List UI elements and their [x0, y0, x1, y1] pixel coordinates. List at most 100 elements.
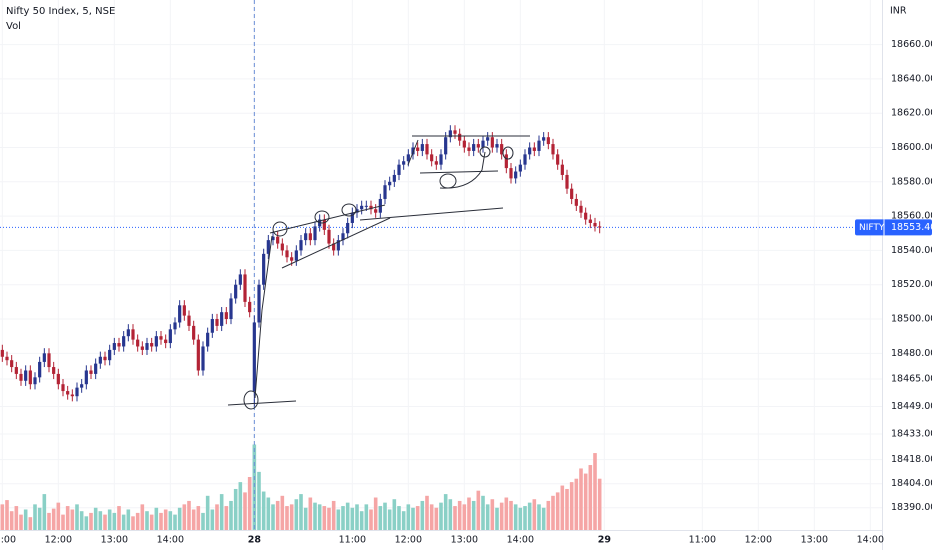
x-tick-label: 12:00	[45, 535, 72, 546]
volume-bar	[191, 509, 196, 530]
y-tick-label: 18465.00	[891, 374, 932, 385]
volume-bar	[266, 497, 271, 530]
x-tick-label: 11:00	[689, 535, 716, 546]
y-tick-label: 18449.00	[891, 401, 932, 412]
volume-bar	[317, 504, 322, 530]
volume-bar	[56, 502, 61, 530]
candle-body	[383, 185, 387, 199]
candle-body	[182, 305, 186, 316]
volume-bar	[121, 514, 126, 530]
candle-body	[38, 361, 42, 378]
volume-bar	[462, 504, 467, 530]
candle-body	[388, 181, 392, 186]
candle-body	[514, 171, 518, 179]
hand-drawings	[227, 135, 530, 410]
volume-bar	[336, 509, 341, 530]
volume-bar	[79, 511, 84, 530]
x-tick-label: 11:00	[0, 535, 16, 546]
candle-body	[243, 274, 247, 302]
candle-body	[532, 147, 536, 151]
candle-body	[248, 301, 252, 313]
volume-bar	[359, 511, 364, 530]
volume-bar	[504, 497, 509, 530]
x-tick-label: 11:00	[339, 535, 366, 546]
candle-body	[19, 373, 23, 381]
volume-bar	[495, 507, 499, 530]
candle-body	[271, 236, 275, 241]
y-tick-label: 18520.00	[891, 279, 932, 290]
candle-body	[416, 147, 420, 151]
candle-body	[355, 209, 359, 213]
volume-bar	[196, 506, 201, 530]
chart-title: Nifty 50 Index, 5, NSE	[6, 6, 115, 17]
candle-body	[346, 222, 350, 234]
volume-bar	[247, 477, 252, 530]
candle-body	[327, 229, 331, 244]
candle-body	[444, 137, 448, 155]
candle-body	[467, 147, 471, 151]
x-tick-label: 12:00	[745, 535, 772, 546]
volume-bar	[257, 471, 261, 530]
volume-bar	[33, 504, 37, 530]
candle-body	[556, 154, 560, 165]
volume-bar	[523, 506, 527, 530]
candle-body	[224, 312, 228, 320]
candle-body	[476, 144, 480, 148]
candle-body	[103, 356, 107, 361]
candle-body	[117, 343, 121, 347]
candle-body	[397, 164, 401, 175]
candle-body	[196, 339, 200, 371]
candle-body	[341, 233, 345, 241]
volume-bar	[303, 507, 308, 530]
drawing-line	[281, 217, 391, 269]
volume-bar	[527, 502, 532, 530]
candle-body	[518, 164, 522, 172]
volume-bar	[443, 494, 448, 530]
last-price-tag	[855, 219, 932, 236]
candle-body	[61, 384, 65, 392]
volume-bar	[238, 482, 243, 530]
candle-body	[598, 226, 602, 228]
x-tick-label: 13:00	[801, 535, 828, 546]
volume-bar	[215, 504, 219, 530]
volume-bar	[429, 504, 434, 530]
drawing-circle	[314, 210, 330, 224]
candle-body	[565, 174, 569, 189]
y-tick-label: 18404.00	[891, 478, 932, 489]
candle-body	[402, 161, 406, 165]
candle-body	[336, 240, 340, 251]
candle-body	[574, 198, 578, 206]
x-tick-label: 29	[598, 535, 611, 546]
volume-bar	[135, 512, 140, 530]
candle-body	[546, 137, 550, 145]
volume-bar	[126, 509, 131, 530]
candle-body	[504, 154, 508, 169]
volume-bar	[173, 514, 177, 530]
volume-bar	[518, 507, 523, 530]
candle-body	[462, 140, 466, 148]
volume-bar	[392, 499, 397, 530]
volume-bar	[593, 453, 597, 530]
candle-body	[360, 205, 364, 210]
candle-body	[131, 329, 135, 340]
y-tick-label: 18580.00	[891, 176, 932, 187]
volume-bar	[313, 502, 317, 530]
volume-bar	[509, 500, 513, 530]
volume-bar	[453, 506, 457, 530]
candle-body	[411, 147, 415, 155]
last-price-name: NIFTY	[859, 223, 885, 233]
volume-bar	[331, 500, 336, 530]
volume-bar	[583, 473, 588, 530]
volume-bar	[140, 504, 145, 530]
volume-bar	[406, 504, 411, 530]
volume-bar	[233, 488, 238, 530]
y-tick-label: 18540.00	[891, 245, 932, 256]
candle-body	[145, 343, 149, 350]
y-tick-label: 18500.00	[891, 314, 932, 325]
volume-bar	[546, 500, 551, 530]
candle-body	[80, 384, 84, 388]
candle-body	[14, 367, 18, 374]
candle-body	[542, 137, 546, 141]
volume-bar	[61, 514, 65, 530]
